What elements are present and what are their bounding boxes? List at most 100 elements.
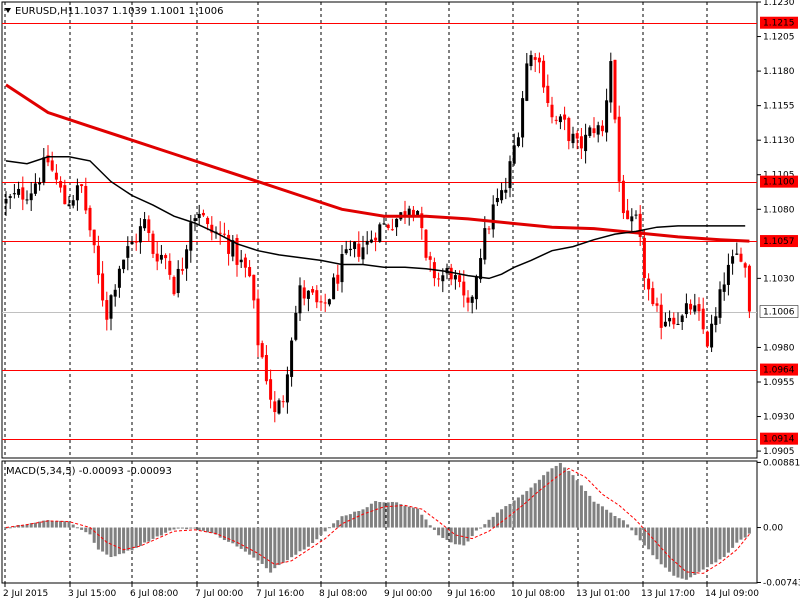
- macd-bar: [537, 479, 541, 528]
- macd-bar: [344, 515, 348, 528]
- candle-body-down: [689, 303, 693, 310]
- candle-body-up: [185, 249, 189, 269]
- candle-body-up: [710, 323, 714, 348]
- macd-bar: [735, 527, 739, 543]
- macd-bar: [474, 527, 478, 531]
- candle-body-down: [705, 331, 709, 347]
- candle-body-down: [315, 290, 319, 303]
- x-tick-label: 13 Jul 17:00: [641, 589, 695, 599]
- macd-bar: [609, 512, 613, 528]
- macd-bar: [710, 527, 714, 565]
- macd-bar: [122, 527, 126, 554]
- macd-bar: [369, 503, 373, 528]
- macd-bar: [71, 524, 75, 528]
- candle-body-down: [96, 245, 100, 276]
- macd-bar: [315, 527, 319, 540]
- macd-bar: [126, 527, 130, 551]
- macd-bar: [621, 520, 625, 528]
- macd-bar: [336, 520, 340, 528]
- macd-bar: [743, 527, 747, 538]
- macd-bar: [281, 527, 285, 563]
- candle-body-up: [122, 259, 126, 270]
- macd-bar: [445, 527, 449, 540]
- candle-body-down: [63, 185, 67, 205]
- macd-bar: [17, 525, 21, 528]
- macd-bar: [395, 502, 399, 528]
- candle-body-up: [668, 317, 672, 322]
- macd-bar: [357, 511, 361, 528]
- macd-bar: [558, 462, 562, 528]
- macd-bar: [138, 527, 142, 546]
- macd-bar: [311, 527, 315, 543]
- macd-bar: [109, 527, 113, 558]
- candle-body-down: [747, 265, 751, 312]
- macd-tick-label: 0.00881: [763, 458, 800, 468]
- candle-body-down: [101, 273, 105, 301]
- macd-bar: [500, 509, 504, 528]
- candle-body-up: [138, 226, 142, 243]
- candle-body-up: [193, 218, 197, 221]
- macd-bar: [411, 507, 415, 528]
- macd-bar: [180, 527, 184, 529]
- candle-body-up: [159, 254, 163, 260]
- macd-bar: [101, 527, 105, 552]
- macd-bar: [655, 527, 659, 560]
- candle-body-up: [17, 188, 21, 195]
- candle-body-down: [579, 136, 583, 149]
- level-tag: [760, 16, 798, 29]
- candle-body-down: [50, 160, 54, 171]
- candle-body-up: [500, 190, 504, 201]
- candle-body-up: [75, 185, 79, 201]
- macd-bar: [390, 501, 394, 528]
- candle-body-up: [605, 100, 609, 133]
- macd-bar: [264, 527, 268, 569]
- candle-body-down: [222, 233, 226, 235]
- macd-bar: [319, 527, 323, 535]
- moving-averages: [5, 83, 750, 280]
- candle-body-down: [449, 267, 453, 280]
- macd-bar: [130, 527, 134, 551]
- macd-bar: [684, 527, 688, 580]
- candle-body-up: [239, 259, 243, 263]
- dropdown-triangle-icon[interactable]: [5, 8, 11, 13]
- current-price-label: 1.1006: [763, 308, 795, 318]
- macd-bar: [680, 527, 684, 579]
- candle-body-down: [537, 57, 541, 63]
- candle-body-up: [504, 189, 508, 193]
- macd-bar: [206, 527, 210, 533]
- level-tag-label: 1.1100: [763, 178, 795, 188]
- macd-bar: [332, 523, 336, 528]
- level-tag: [760, 363, 798, 376]
- macd-bar: [172, 527, 176, 530]
- candle-body-up: [680, 315, 684, 323]
- macd-bar: [525, 491, 529, 528]
- macd-bar: [626, 524, 630, 528]
- macd-bar: [466, 527, 470, 542]
- macd-bar: [479, 527, 483, 529]
- macd-bar: [340, 516, 344, 528]
- candle-body-up: [416, 210, 420, 217]
- macd-bar: [672, 527, 676, 576]
- candle-body-down: [260, 343, 264, 358]
- macd-bar: [113, 527, 117, 557]
- macd-bar: [201, 527, 205, 531]
- candle-body-down: [420, 213, 424, 229]
- candle-body-up: [143, 219, 147, 229]
- x-tick-label: 14 Jul 09:00: [705, 589, 759, 599]
- y-tick-label: 1.1130: [763, 136, 795, 146]
- candle-body-up: [525, 63, 529, 101]
- macd-bar: [722, 527, 726, 557]
- macd-bar: [487, 519, 491, 528]
- y-tick-label: 1.1180: [763, 67, 795, 77]
- x-tick-label: 2 Jul 2015: [3, 589, 48, 599]
- candle-body-down: [248, 267, 252, 277]
- candle-body-up: [441, 275, 445, 282]
- candle-body-down: [46, 155, 50, 163]
- x-tick-label: 13 Jul 01:00: [576, 589, 630, 599]
- macd-bar: [575, 480, 579, 528]
- candle-body-up: [529, 55, 533, 67]
- y-tick-label: 1.0955: [763, 378, 795, 388]
- candle-body-up: [445, 268, 449, 274]
- macd-bar: [21, 525, 25, 528]
